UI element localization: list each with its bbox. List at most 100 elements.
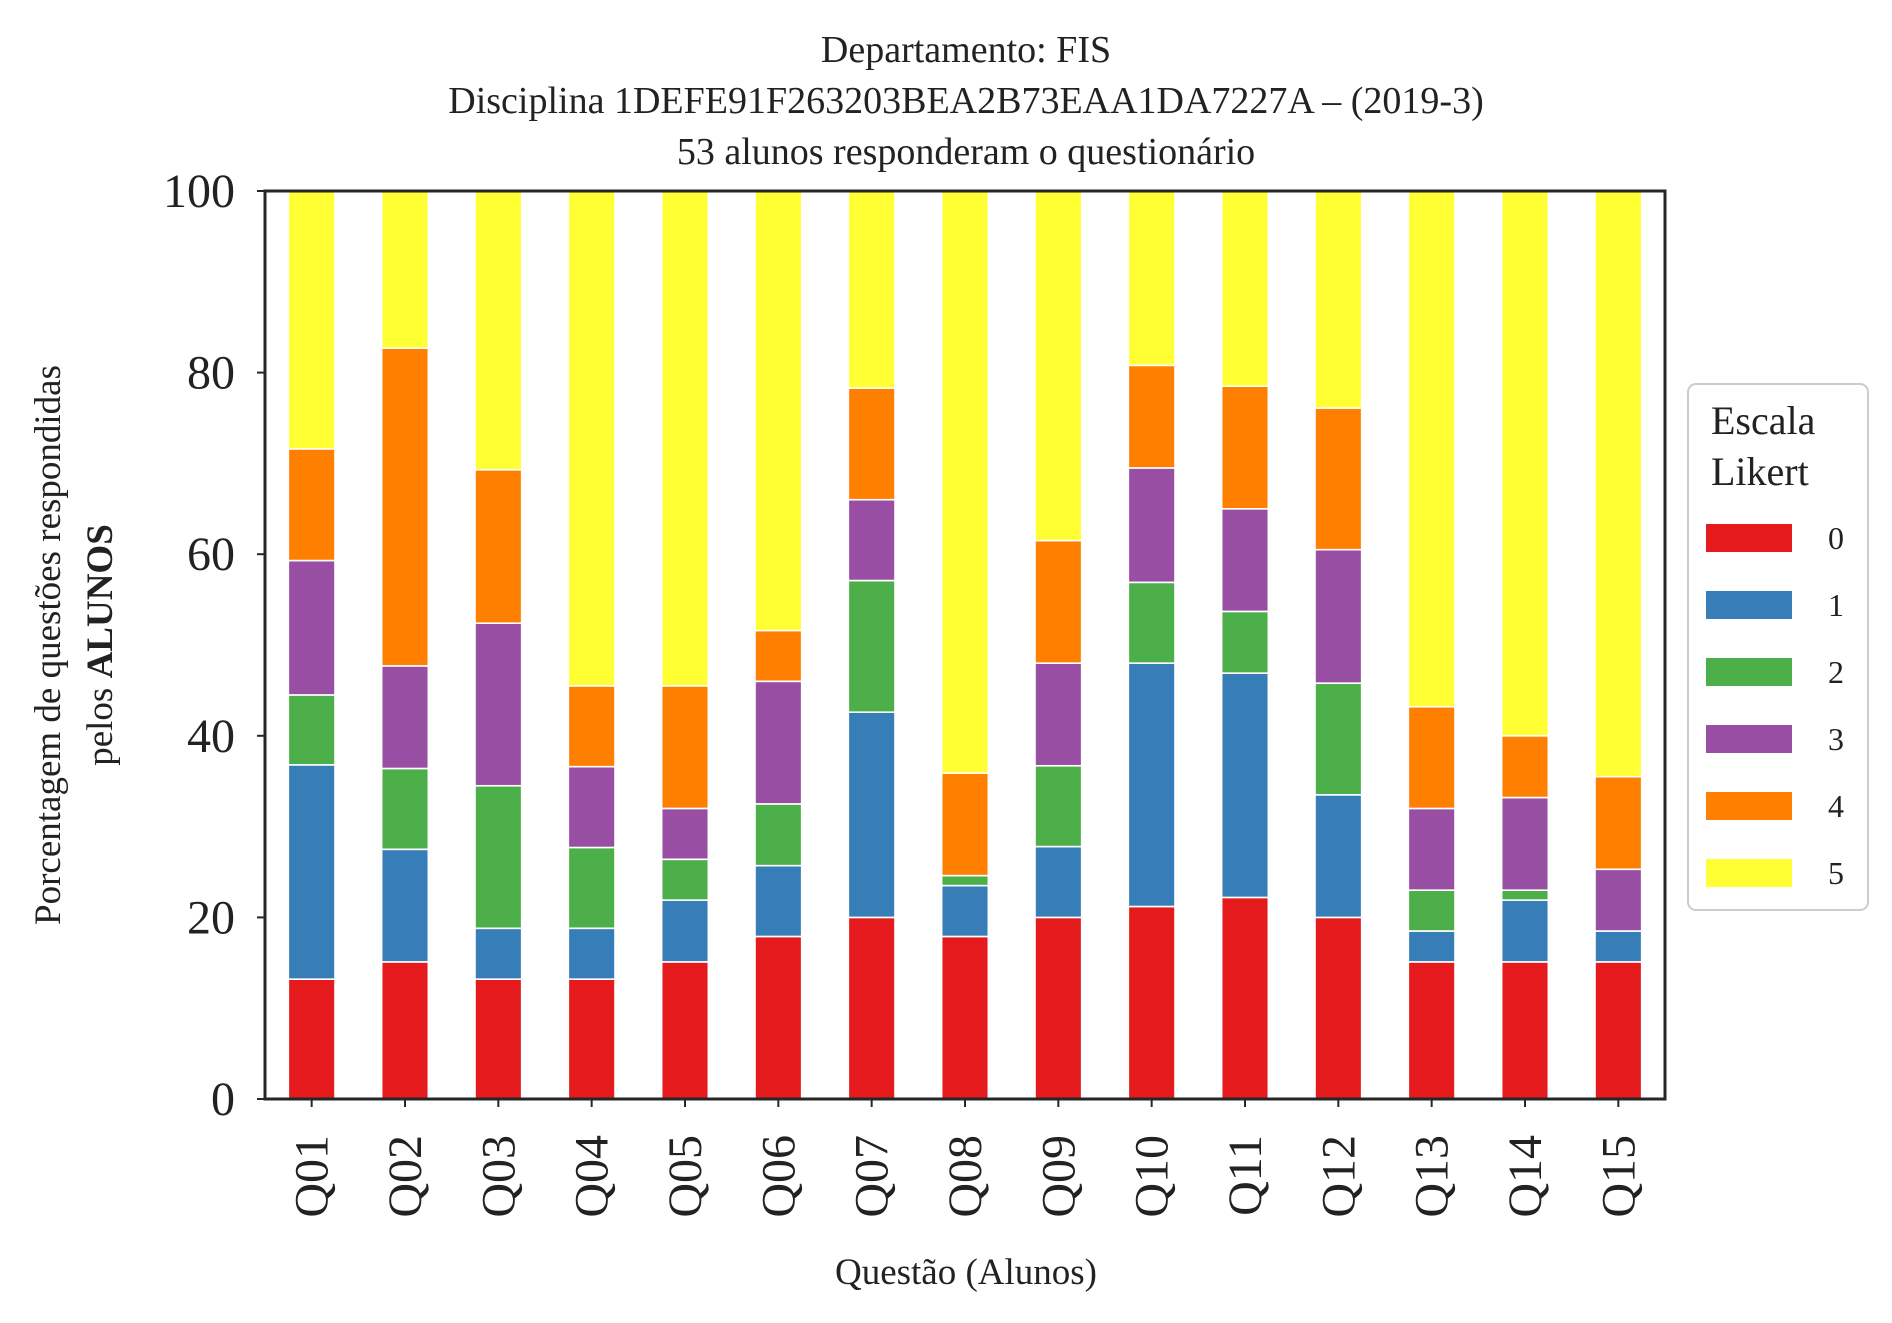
- bar-q04-level-5: [567, 190, 616, 687]
- y-axis-ticks: 0 20 40 60 80 100: [163, 165, 265, 1126]
- x-tick-label-q11: Q11: [1219, 1135, 1272, 1216]
- bar-q07-level-4: [847, 387, 896, 501]
- bar-q02-level-1: [380, 848, 430, 963]
- legend-title-line-2: Likert: [1711, 449, 1809, 494]
- x-tick-label-q05: Q05: [659, 1135, 712, 1218]
- bar-q15-level-1: [1594, 930, 1643, 963]
- bar-q08-level-0: [940, 935, 990, 1100]
- bar-q13-level-3: [1407, 807, 1456, 891]
- bar-q02-level-4: [380, 347, 430, 667]
- bar-q06-level-3: [754, 680, 803, 805]
- bar-q06-level-5: [754, 190, 803, 632]
- x-tick-label-q07: Q07: [846, 1135, 899, 1218]
- bar-q10-level-5: [1127, 190, 1176, 367]
- bar-q03-level-5: [474, 190, 523, 471]
- x-tick-label-q01: Q01: [286, 1135, 339, 1218]
- bar-q11-level-1: [1220, 672, 1270, 899]
- x-tick-label-q02: Q02: [379, 1135, 432, 1218]
- bar-q14-level-1: [1500, 899, 1550, 963]
- bar-q10-level-3: [1127, 467, 1176, 584]
- bar-q04-level-1: [567, 927, 616, 980]
- x-tick-label-q03: Q03: [472, 1135, 525, 1218]
- y-axis-label-line-1: Porcentagem de questões respondidas: [28, 365, 69, 925]
- x-axis-ticks: Q01 Q02 Q03 Q04 Q05 Q06 Q07 Q08 Q09 Q10 Q11 Q12 Q13 Q…: [286, 1099, 1645, 1218]
- bar-q02-level-0: [380, 961, 430, 1100]
- title-line-3: 53 alunos responderam o questionário: [677, 131, 1255, 173]
- bar-q14-level-3: [1500, 796, 1550, 891]
- bar-q09-level-5: [1034, 190, 1083, 542]
- bar-q12-level-2: [1314, 682, 1363, 796]
- y-tick-label-0: 0: [211, 1073, 235, 1126]
- y-axis-label: Porcentagem de questões respondidas pelo…: [28, 365, 121, 925]
- bar-q10-level-4: [1127, 364, 1176, 469]
- legend-label-1: 1: [1828, 587, 1844, 623]
- bar-q10-level-0: [1127, 905, 1176, 1100]
- bar-q09-level-1: [1034, 845, 1083, 919]
- bar-q12-level-1: [1314, 794, 1363, 919]
- bar-q07-level-2: [847, 579, 896, 713]
- x-tick-label-q10: Q10: [1126, 1135, 1179, 1218]
- bar-q05-level-1: [660, 899, 710, 963]
- legend-swatch-5: [1706, 859, 1792, 887]
- legend-label-3: 3: [1828, 721, 1844, 757]
- x-tick-label-q15: Q15: [1592, 1135, 1645, 1218]
- bar-q05-level-3: [660, 807, 710, 861]
- x-axis-label: Questão (Alunos): [835, 1252, 1097, 1293]
- chart-title: Departamento: FIS Disciplina 1DEFE91F263…: [448, 29, 1483, 173]
- bar-q15-level-4: [1594, 775, 1643, 871]
- legend-label-2: 2: [1828, 654, 1844, 690]
- bar-q09-level-4: [1034, 539, 1083, 664]
- legend: Escala Likert 0 1 2 3 4 5: [1687, 383, 1869, 911]
- bar-q02-level-3: [380, 665, 430, 770]
- bar-q08-level-5: [940, 190, 990, 774]
- legend-label-4: 4: [1828, 788, 1844, 824]
- bar-q01-level-5: [287, 190, 336, 450]
- bar-q03-level-3: [474, 622, 523, 787]
- bar-q05-level-0: [660, 961, 710, 1100]
- bar-q13-level-1: [1407, 930, 1456, 963]
- bar-q05-level-4: [660, 685, 710, 810]
- y-axis-label-bold: ALUNOS: [80, 524, 121, 678]
- bar-q06-level-0: [754, 935, 803, 1100]
- bar-q01-level-2: [287, 694, 336, 766]
- bars-layer: [287, 190, 1643, 1100]
- bar-q08-level-4: [940, 772, 990, 877]
- bar-q14-level-2: [1500, 889, 1550, 901]
- x-tick-label-q09: Q09: [1032, 1135, 1085, 1218]
- y-tick-label-80: 80: [187, 347, 235, 400]
- bar-q08-level-1: [940, 884, 990, 938]
- x-tick-label-q13: Q13: [1406, 1135, 1459, 1218]
- bar-q07-level-1: [847, 711, 896, 919]
- legend-swatch-3: [1706, 725, 1792, 753]
- bar-q13-level-5: [1407, 190, 1456, 708]
- bar-q05-level-2: [660, 858, 710, 901]
- bar-q13-level-4: [1407, 705, 1456, 810]
- y-axis-label-prefix: pelos: [80, 678, 121, 765]
- bar-q01-level-3: [287, 559, 336, 696]
- bar-q04-level-0: [567, 978, 616, 1100]
- plot-frame: [263, 189, 1667, 1101]
- bar-q07-level-5: [847, 190, 896, 389]
- bar-q02-level-5: [380, 190, 430, 349]
- bar-q15-level-5: [1594, 190, 1643, 778]
- bar-q11-level-0: [1220, 896, 1270, 1100]
- bar-q09-level-2: [1034, 764, 1083, 848]
- bar-q07-level-0: [847, 916, 896, 1100]
- bar-q10-level-2: [1127, 581, 1176, 664]
- bar-q03-level-0: [474, 978, 523, 1100]
- bar-q02-level-2: [380, 767, 430, 851]
- bar-q07-level-3: [847, 498, 896, 582]
- y-tick-label-20: 20: [187, 891, 235, 944]
- legend-title-line-1: Escala: [1711, 398, 1816, 443]
- legend-label-0: 0: [1828, 520, 1844, 556]
- bar-q14-level-4: [1500, 734, 1550, 799]
- x-tick-label-q04: Q04: [566, 1135, 619, 1218]
- x-tick-label-q08: Q08: [939, 1135, 992, 1218]
- bar-q12-level-5: [1314, 190, 1363, 409]
- legend-swatch-0: [1706, 524, 1792, 552]
- title-line-2: Disciplina 1DEFE91F263203BEA2B73EAA1DA72…: [448, 80, 1483, 122]
- y-axis-label-line-2: pelos ALUNOS: [80, 524, 121, 766]
- bar-q14-level-5: [1500, 190, 1550, 737]
- bar-q12-level-0: [1314, 916, 1363, 1100]
